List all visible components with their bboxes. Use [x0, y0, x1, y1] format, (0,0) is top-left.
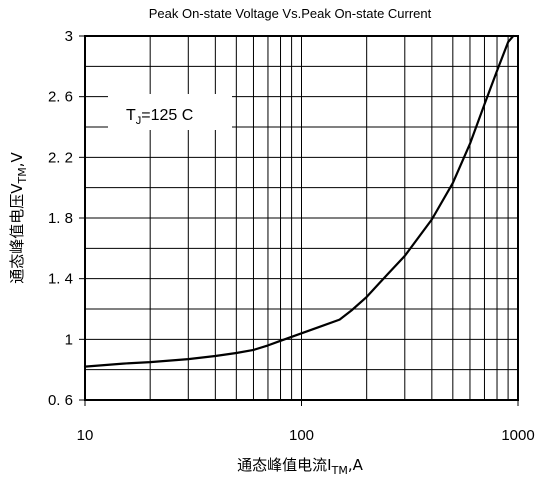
y-tick-label: 1: [65, 331, 73, 348]
x-tick-label: 1000: [501, 427, 534, 444]
grid: [84, 35, 519, 401]
series-group: [83, 34, 515, 368]
y-tick-label: 1. 8: [48, 210, 73, 227]
plot-frame: [84, 35, 519, 401]
temperature-annotation: TJ=125 C: [108, 94, 232, 130]
x-tick-labels: 10 100 1000: [77, 400, 535, 444]
y-tick-label: 3: [65, 28, 73, 45]
annotation-text: TJ=125 C: [126, 107, 193, 127]
x-axis-label: 通态峰值电流ITM,A: [237, 456, 363, 477]
y-tick-label: 2. 2: [48, 149, 73, 166]
y-tick-label: 1. 4: [48, 271, 73, 288]
series-line: [83, 34, 515, 368]
y-tick-label: 2. 6: [48, 89, 73, 106]
y-axis-label: 通态峰值电压VTM,V: [8, 152, 29, 284]
y-tick-label: 0. 6: [48, 392, 73, 409]
x-tick-label: 10: [77, 427, 94, 444]
x-tick-label: 100: [289, 427, 314, 444]
chart-title: Peak On-state Voltage Vs.Peak On-state C…: [149, 6, 432, 21]
annotation-box: [108, 94, 232, 130]
y-tick-labels: 0. 6 1 1. 4 1. 8 2. 2 2. 6 3: [48, 28, 85, 409]
